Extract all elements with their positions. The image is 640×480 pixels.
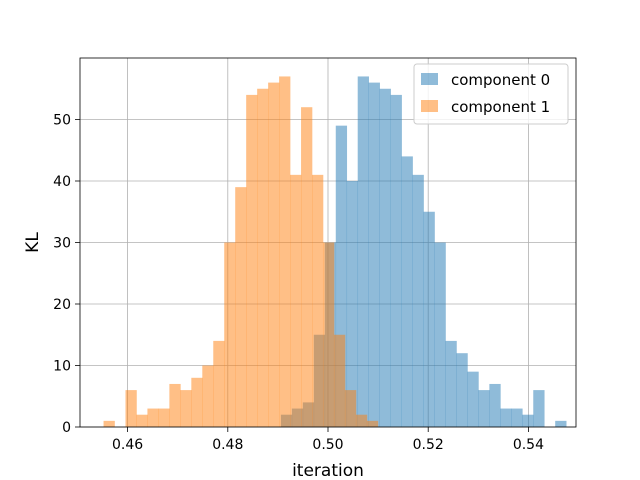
histogram-bar-component-1: [279, 76, 291, 427]
histogram-bar-component-1: [224, 242, 236, 427]
histogram-bar-component-1: [235, 187, 247, 427]
histogram-bar-component-1: [366, 420, 379, 427]
y-tick-label: 0: [62, 420, 71, 436]
histogram-bar-component-1: [213, 340, 225, 427]
histogram-bar-component-1: [158, 408, 170, 427]
histogram-bar-component-0: [368, 82, 380, 427]
histogram-bar-component-0: [379, 88, 391, 427]
legend-swatch-component-0: [421, 73, 438, 85]
legend: component 0 component 1: [413, 63, 569, 125]
histogram-bar-component-0: [357, 76, 369, 427]
histogram-bar-component-0: [390, 94, 402, 428]
histogram-bar-component-1: [301, 107, 313, 427]
histogram-bar-component-1: [103, 420, 115, 427]
histogram-bar-component-0: [555, 420, 567, 427]
y-tick-label: 50: [53, 113, 71, 129]
histogram-bar-component-1: [312, 174, 324, 427]
histogram-bar-component-0: [434, 242, 446, 427]
histogram-bar-component-0: [401, 156, 413, 427]
legend-frame: [413, 63, 569, 125]
x-tick-label: 0.46: [112, 437, 143, 453]
x-tick-label: 0.52: [413, 437, 444, 453]
histogram-bar-component-1: [125, 390, 137, 427]
histogram-bar-component-0: [456, 353, 468, 427]
histogram-bar-component-1: [191, 377, 203, 427]
histogram-bar-component-1: [136, 414, 148, 427]
histogram-bar-component-0: [478, 390, 490, 427]
histogram-bar-component-1: [169, 383, 181, 427]
legend-label-component-0: component 0: [451, 71, 550, 89]
histogram-bar-component-1: [246, 94, 258, 428]
histogram-bar-component-0: [533, 390, 545, 427]
x-tick-label: 0.54: [513, 437, 544, 453]
x-axis-label: iteration: [292, 461, 364, 480]
histogram-bar-component-1: [333, 334, 346, 427]
histogram-bar-component-0: [467, 371, 479, 427]
histogram-bar-component-1: [290, 174, 302, 427]
histogram-bar-component-0: [346, 181, 359, 427]
histogram-bar-component-1: [268, 82, 280, 427]
histogram-bar-component-1: [344, 390, 357, 427]
histogram-bars: [103, 76, 567, 428]
histogram-bar-component-0: [335, 125, 348, 428]
histogram-bar-component-0: [500, 408, 512, 427]
y-tick-label: 10: [53, 359, 71, 375]
histogram-bar-component-1: [322, 242, 335, 427]
histogram-bar-component-0: [445, 340, 457, 427]
histogram-bar-component-0: [489, 383, 501, 427]
x-tick-label: 0.48: [212, 437, 243, 453]
histogram-bar-component-1: [202, 365, 214, 427]
histogram-bar-component-0: [522, 414, 534, 427]
y-axis-label: KL: [23, 232, 43, 253]
y-tick-label: 40: [53, 174, 71, 190]
histogram-bar-component-1: [257, 88, 269, 427]
legend-swatch-component-1: [421, 100, 438, 112]
histogram-bar-component-0: [412, 174, 424, 427]
y-tick-label: 20: [53, 297, 71, 313]
y-tick-label: 30: [53, 236, 71, 252]
legend-label-component-1: component 1: [451, 98, 550, 116]
axis-ticks: 0.46 0.48 0.50 0.52 0.54 0 10 20 30 40 50: [53, 113, 544, 454]
x-tick-label: 0.50: [312, 437, 343, 453]
histogram-bar-component-0: [423, 211, 435, 427]
histogram-bar-component-1: [180, 390, 192, 427]
histogram-bar-component-1: [147, 408, 159, 427]
histogram-bar-component-1: [355, 414, 368, 427]
histogram-bar-component-0: [511, 408, 523, 427]
